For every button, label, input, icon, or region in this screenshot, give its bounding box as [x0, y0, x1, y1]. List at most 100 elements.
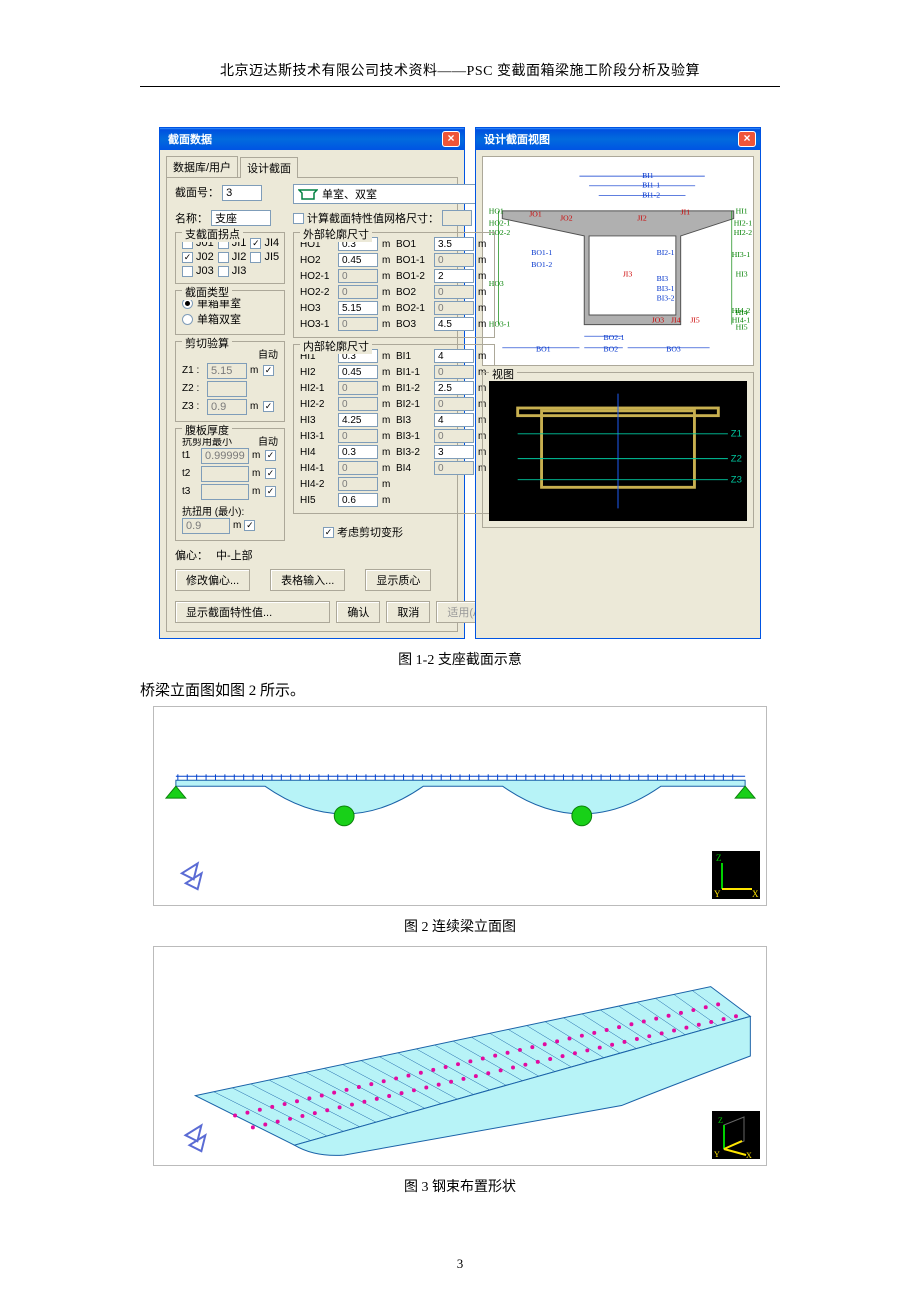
section-template-dropdown[interactable]: 单室、双室 ▾ — [293, 184, 495, 204]
bi3-2-input[interactable]: 3 — [434, 445, 474, 459]
t3-input — [201, 484, 249, 500]
page-number: 3 — [0, 1256, 920, 1272]
section-number-row: 截面号： 3 — [175, 184, 285, 201]
ho2-2-input[interactable]: 0 — [338, 285, 378, 299]
section-data-dialog: 截面数据 × 数据库/用户 设计截面 截面号： 3 单室、双室 ▾ 名称： — [159, 127, 465, 639]
t1-label: t1 — [182, 450, 198, 461]
section-number-input[interactable]: 3 — [222, 185, 262, 201]
bi4-input[interactable]: 0 — [434, 461, 474, 475]
hi2-2-input[interactable]: 0 — [338, 397, 378, 411]
t1-unit: m — [252, 450, 262, 461]
calc-grid-checkbox[interactable]: 计算截面特性值网格尺寸： — [293, 210, 439, 226]
section-type-legend: 截面类型 — [182, 284, 232, 300]
ho2-1-input[interactable]: 0 — [338, 269, 378, 283]
svg-text:BI1-2: BI1-2 — [642, 190, 660, 199]
ho3-input[interactable]: 5.15 — [338, 301, 378, 315]
bi2-1-input[interactable]: 0 — [434, 397, 474, 411]
torsion-auto-check[interactable]: ✓ — [244, 520, 255, 531]
svg-text:BI3-1: BI3-1 — [657, 284, 675, 293]
close-icon[interactable]: × — [442, 131, 460, 147]
show-props-button[interactable]: 显示截面特性值... — [175, 601, 330, 623]
joint-check-ji3[interactable]: JI3 — [218, 265, 247, 277]
joint-group-legend: 支截面拐点 — [182, 226, 243, 242]
tab-database[interactable]: 数据库/用户 — [166, 156, 238, 177]
joint-check-j02[interactable]: ✓J02 — [182, 251, 214, 263]
joint-check-ji5[interactable]: JI5 — [250, 251, 279, 263]
bo2-input[interactable]: 0 — [434, 285, 474, 299]
dialog-title: 截面数据 — [168, 131, 212, 147]
figure-2-caption: 图 2 连续梁立面图 — [0, 916, 920, 936]
t1-auto-check[interactable]: ✓ — [265, 450, 281, 461]
ho2-input[interactable]: 0.45 — [338, 253, 378, 267]
bo2-1-input[interactable]: 0 — [434, 301, 474, 315]
close-icon[interactable]: × — [738, 131, 756, 147]
z3-input: 0.9 — [207, 399, 247, 415]
svg-text:JO1: JO1 — [529, 210, 542, 219]
svg-text:X: X — [752, 889, 759, 899]
svg-text:JO3: JO3 — [652, 316, 665, 325]
modify-ecc-button[interactable]: 修改偏心... — [175, 569, 250, 591]
t2-auto-check[interactable]: ✓ — [265, 468, 281, 479]
section-type-group: 截面类型 单箱单室 单箱双室 — [175, 290, 285, 335]
axis-indicator: Z X Y — [712, 1111, 760, 1159]
torsion-unit: m — [233, 520, 241, 531]
bo1-input[interactable]: 3.5 — [434, 237, 474, 251]
svg-text:JO2: JO2 — [560, 214, 573, 223]
calc-grid-row: 计算截面特性值网格尺寸： m — [293, 210, 495, 226]
hi4-1-input[interactable]: 0 — [338, 461, 378, 475]
svg-text:JI4: JI4 — [671, 316, 681, 325]
hi2-input[interactable]: 0.45 — [338, 365, 378, 379]
joint-check-ji4[interactable]: ✓JI4 — [250, 237, 279, 249]
svg-text:JI2: JI2 — [637, 214, 647, 223]
hi4-2-input[interactable]: 0 — [338, 477, 378, 491]
svg-text:BO3: BO3 — [666, 345, 681, 354]
bo1-2-input[interactable]: 2 — [434, 269, 474, 283]
dropdown-label: 单室、双室 — [322, 186, 377, 202]
bo1-1-input[interactable]: 0 — [434, 253, 474, 267]
t2-input — [201, 466, 249, 482]
outer-dims-group: 外部轮廓尺寸 HO10.3mBO13.5mHO20.45mBO1-10mHO2-… — [293, 232, 495, 338]
hi2-1-input[interactable]: 0 — [338, 381, 378, 395]
bi1-1-input[interactable]: 0 — [434, 365, 474, 379]
hi4-input[interactable]: 0.3 — [338, 445, 378, 459]
svg-text:BO2-1: BO2-1 — [604, 333, 625, 342]
z3-auto-check[interactable]: ✓ — [263, 401, 279, 412]
joint-check-j03[interactable]: J03 — [182, 265, 214, 277]
name-label: 名称： — [175, 210, 208, 226]
z3-label: Z3 : — [182, 401, 204, 412]
svg-text:BO1: BO1 — [536, 345, 551, 354]
z2-label: Z2 : — [182, 383, 204, 394]
z3-unit: m — [250, 401, 260, 412]
table-input-button[interactable]: 表格输入... — [270, 569, 345, 591]
name-input[interactable]: 支座 — [211, 210, 271, 226]
view-group-legend: 视图 — [489, 366, 517, 382]
t3-label: t3 — [182, 486, 198, 497]
t3-auto-check[interactable]: ✓ — [265, 486, 281, 497]
ok-button[interactable]: 确认 — [336, 601, 380, 623]
svg-text:Y: Y — [714, 889, 721, 899]
inner-dims-legend: 内部轮廓尺寸 — [300, 338, 372, 354]
joint-check-ji2[interactable]: JI2 — [218, 251, 247, 263]
cancel-button[interactable]: 取消 — [386, 601, 430, 623]
svg-text:BI1-1: BI1-1 — [642, 181, 660, 190]
hi5-input[interactable]: 0.6 — [338, 493, 378, 507]
hi3-input[interactable]: 4.25 — [338, 413, 378, 427]
z1-auto-check[interactable]: ✓ — [263, 365, 279, 376]
svg-text:JI3: JI3 — [623, 269, 633, 278]
bi3-input[interactable]: 4 — [434, 413, 474, 427]
bi1-input[interactable]: 4 — [434, 349, 474, 363]
show-centroid-button[interactable]: 显示质心 — [365, 569, 431, 591]
shear-deform-checkbox[interactable]: ✓考虑剪切变形 — [323, 524, 495, 540]
ho3-1-input[interactable]: 0 — [338, 317, 378, 331]
render-view: Z1 Z2 Z3 — [489, 381, 747, 521]
radio-double-cell[interactable]: 单箱双室 — [182, 311, 241, 327]
web-thickness-group: 腹板厚度 抗剪用最小自动 t10.99999m✓ t2m✓ t3m✓ 抗扭用 (… — [175, 428, 285, 541]
page-header: 北京迈达斯技术有限公司技术资料——PSC 变截面箱梁施工阶段分析及验算 — [140, 60, 780, 87]
z1-marker: Z1 — [731, 429, 742, 440]
tab-design-section[interactable]: 设计截面 — [240, 157, 298, 178]
inner-dims-group: 内部轮廓尺寸 HI10.3mBI14mHI20.45mBI1-10mHI2-10… — [293, 344, 495, 514]
hi3-1-input[interactable]: 0 — [338, 429, 378, 443]
bo3-input[interactable]: 4.5 — [434, 317, 474, 331]
bi3-1-input[interactable]: 0 — [434, 429, 474, 443]
bi1-2-input[interactable]: 2.5 — [434, 381, 474, 395]
